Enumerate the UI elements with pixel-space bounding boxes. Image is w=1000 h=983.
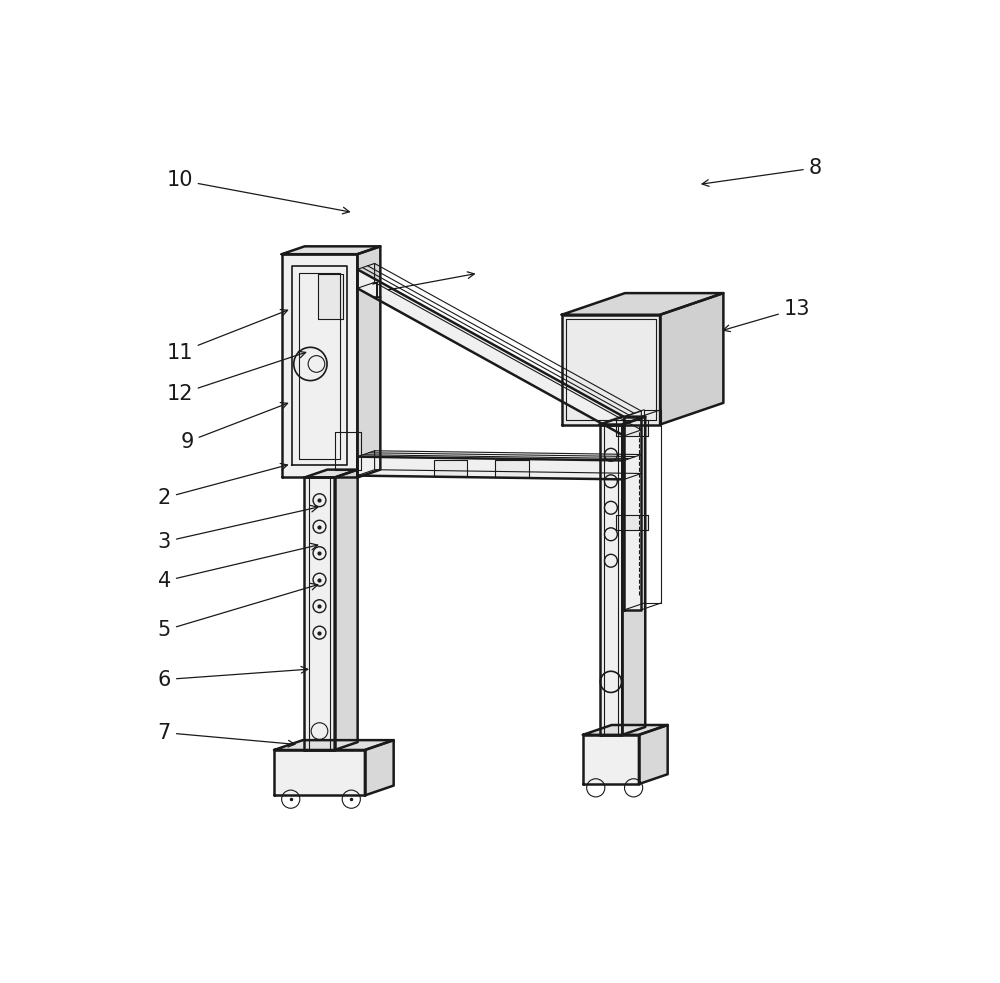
Polygon shape xyxy=(583,735,639,784)
Text: 8: 8 xyxy=(702,158,822,187)
Polygon shape xyxy=(357,269,624,435)
Text: 5: 5 xyxy=(158,583,318,640)
Polygon shape xyxy=(282,255,357,478)
Polygon shape xyxy=(495,460,529,477)
Text: 10: 10 xyxy=(166,170,349,214)
Polygon shape xyxy=(562,315,660,425)
Polygon shape xyxy=(318,274,343,319)
Polygon shape xyxy=(335,470,358,750)
Text: 13: 13 xyxy=(723,299,810,331)
Polygon shape xyxy=(282,247,380,255)
Polygon shape xyxy=(660,293,723,425)
Text: 7: 7 xyxy=(158,723,295,747)
Polygon shape xyxy=(616,421,648,435)
Polygon shape xyxy=(600,425,622,735)
Polygon shape xyxy=(616,515,648,531)
Text: 2: 2 xyxy=(158,463,287,508)
Polygon shape xyxy=(304,470,358,478)
Polygon shape xyxy=(357,457,624,480)
Polygon shape xyxy=(583,725,668,735)
Text: 12: 12 xyxy=(166,351,306,404)
Polygon shape xyxy=(274,750,365,795)
Text: 4: 4 xyxy=(158,544,318,591)
Polygon shape xyxy=(304,478,335,750)
Text: 3: 3 xyxy=(158,505,318,551)
Polygon shape xyxy=(639,725,668,784)
Polygon shape xyxy=(600,417,645,425)
Polygon shape xyxy=(622,417,645,735)
Polygon shape xyxy=(365,740,394,795)
Polygon shape xyxy=(624,417,641,609)
Polygon shape xyxy=(434,460,467,476)
Text: 9: 9 xyxy=(180,403,288,452)
Polygon shape xyxy=(357,247,380,478)
Polygon shape xyxy=(274,740,394,750)
Text: 1: 1 xyxy=(370,272,474,302)
Polygon shape xyxy=(562,293,723,315)
Text: 11: 11 xyxy=(166,310,288,363)
Text: 6: 6 xyxy=(158,666,308,690)
